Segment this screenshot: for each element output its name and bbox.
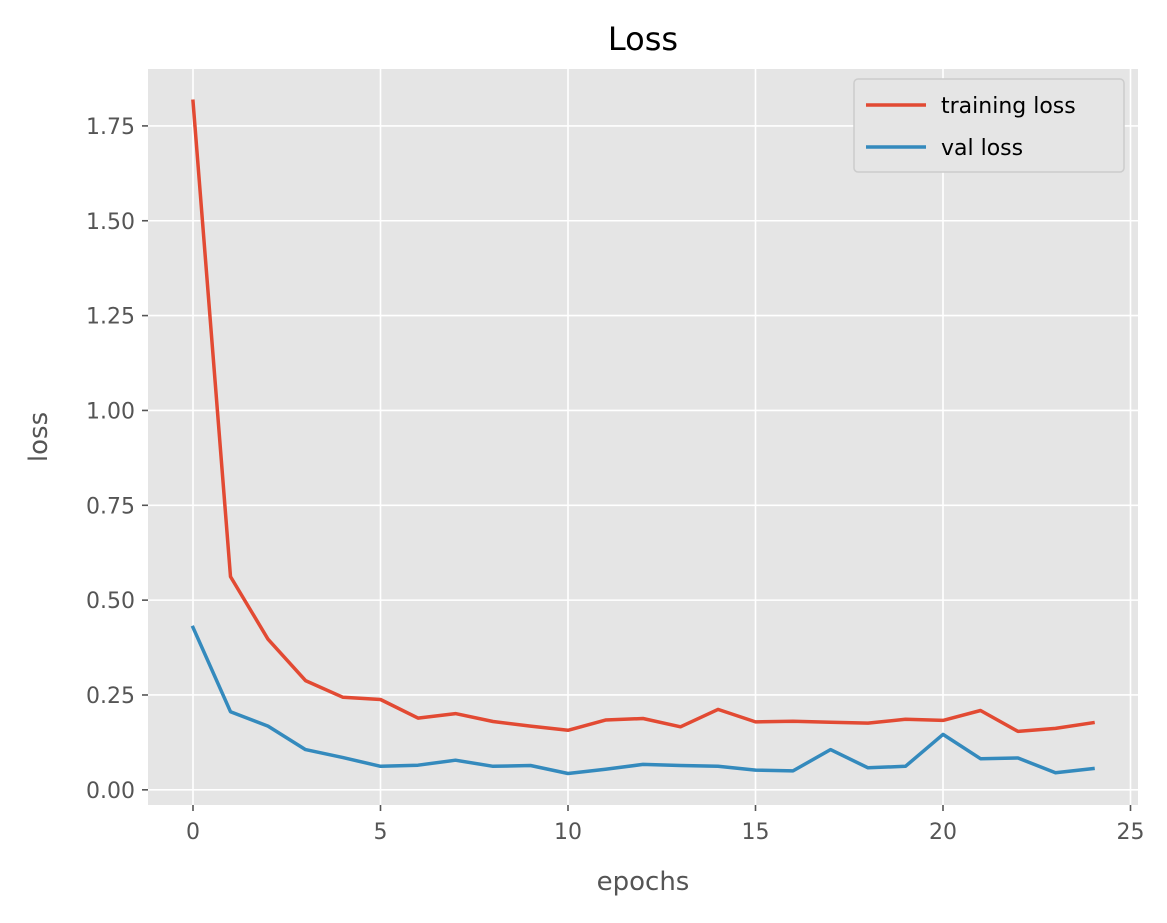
y-tick-label: 1.50 [86,210,135,235]
legend: training loss val loss [854,79,1124,172]
y-tick-label: 0.75 [86,494,135,519]
legend-label-training-loss: training loss [941,94,1076,119]
chart-title: Loss [608,20,678,58]
x-tick-label: 25 [1117,820,1145,845]
legend-label-val-loss: val loss [941,136,1023,161]
y-axis-label: loss [24,412,54,462]
y-tick-label: 0.00 [86,779,135,804]
x-tick-label: 5 [374,820,388,845]
y-tick-label: 1.00 [86,399,135,424]
x-axis-label: epochs [597,867,690,897]
x-tick-label: 15 [742,820,770,845]
x-tick-label: 10 [554,820,582,845]
y-tick-label: 0.25 [86,684,135,709]
x-tick-label: 20 [929,820,957,845]
y-tick-label: 1.25 [86,305,135,330]
x-tick-label: 0 [186,820,200,845]
y-tick-label: 0.50 [86,589,135,614]
y-tick-label: 1.75 [86,115,135,140]
